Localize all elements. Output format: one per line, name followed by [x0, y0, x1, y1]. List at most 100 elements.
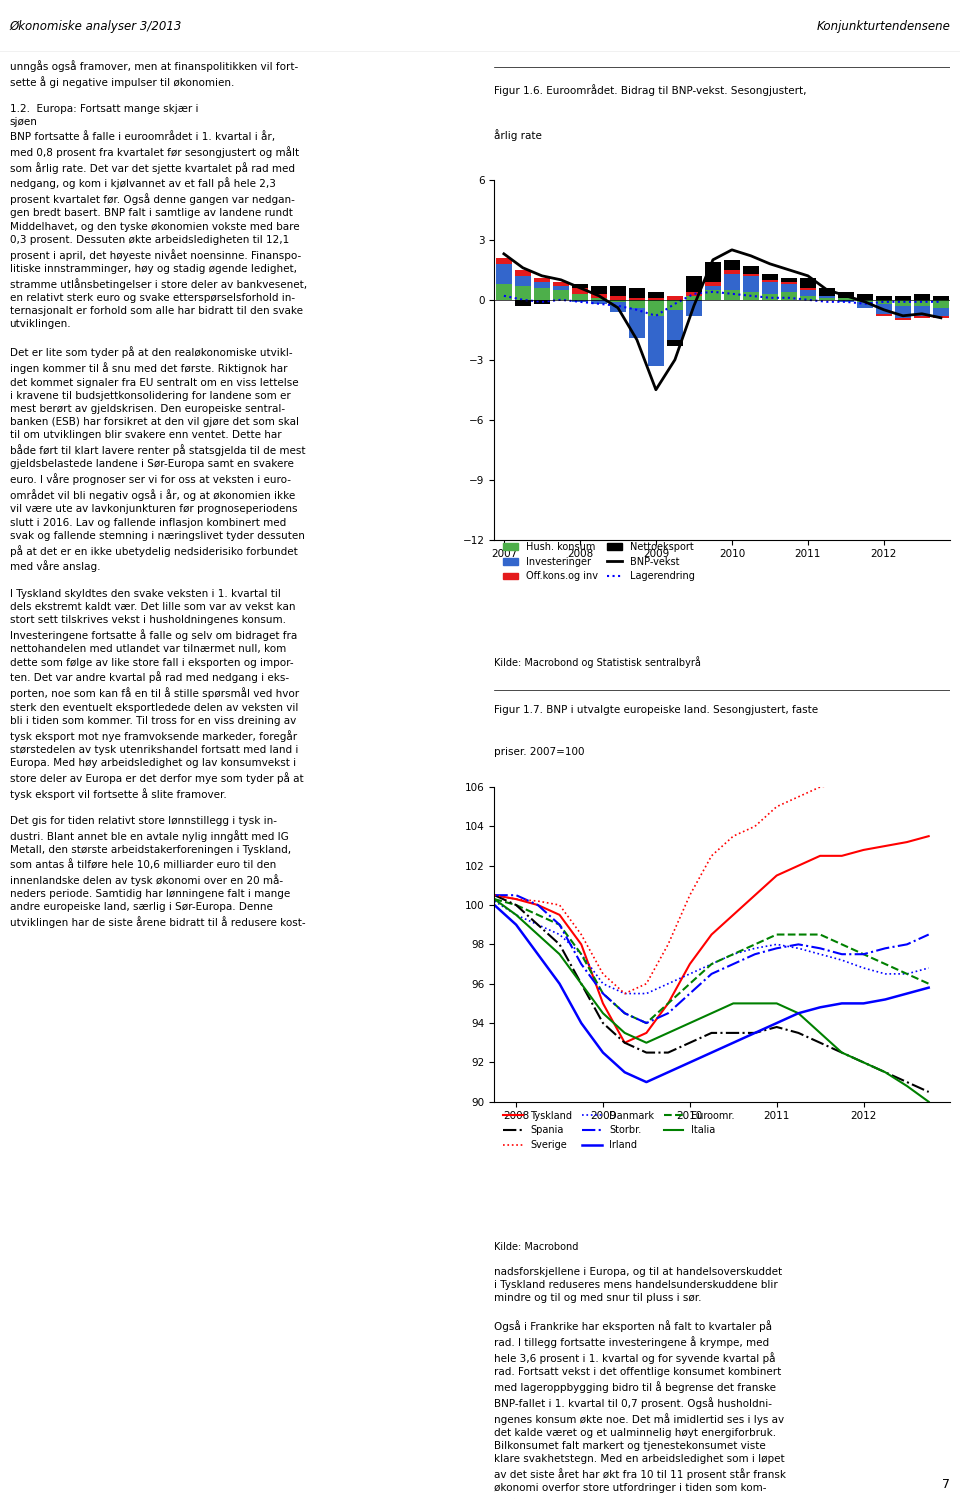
Bar [914, 316, 930, 318]
Bar [724, 259, 740, 270]
Bar [590, 298, 607, 300]
Bar [515, 276, 531, 286]
Bar [743, 274, 759, 276]
Bar [762, 294, 778, 300]
Bar [572, 294, 588, 300]
Bar [724, 274, 740, 289]
Bar [515, 286, 531, 300]
Bar [914, 294, 930, 300]
Bar [667, 300, 683, 310]
Bar [800, 277, 816, 288]
Bar [933, 300, 949, 307]
Bar [572, 300, 588, 301]
Bar [590, 294, 607, 298]
Bar [610, 300, 626, 301]
Bar [629, 307, 645, 337]
Text: Figur 1.7. BNP i utvalgte europeiske land. Sesongjustert, faste: Figur 1.7. BNP i utvalgte europeiske lan… [494, 706, 819, 715]
Text: Figur 1.6. Euroområdet. Bidrag til BNP-vekst. Sesongjustert,: Figur 1.6. Euroområdet. Bidrag til BNP-v… [494, 84, 807, 96]
Bar [743, 292, 759, 300]
Bar [648, 298, 664, 300]
Bar [838, 300, 854, 301]
Legend: Hush. konsum, Investeringer, Off.kons.og inv, Nettoeksport, BNP-vekst, Lagerendr: Hush. konsum, Investeringer, Off.kons.og… [499, 538, 698, 585]
Bar [895, 318, 911, 319]
Bar [819, 295, 835, 298]
Bar [895, 306, 911, 318]
Bar [553, 286, 569, 289]
Bar [515, 300, 531, 306]
Bar [933, 307, 949, 316]
Bar [495, 258, 512, 264]
Text: årlig rate: årlig rate [494, 129, 542, 141]
Bar [705, 282, 721, 286]
Bar [553, 289, 569, 300]
Bar [838, 298, 854, 300]
Bar [495, 283, 512, 300]
Bar [743, 276, 759, 292]
Bar [572, 283, 588, 288]
Bar [705, 262, 721, 282]
Bar [800, 288, 816, 289]
Bar [629, 300, 645, 307]
Bar [838, 292, 854, 298]
Bar [685, 295, 702, 300]
Bar [724, 270, 740, 274]
Text: Konjunkturtendensene: Konjunkturtendensene [817, 19, 950, 33]
Bar [724, 289, 740, 300]
Bar [705, 289, 721, 300]
Bar [857, 301, 873, 307]
Bar [857, 294, 873, 300]
Bar [876, 304, 892, 313]
Bar [857, 300, 873, 301]
Bar [876, 300, 892, 304]
Bar [495, 264, 512, 283]
Bar [780, 283, 797, 292]
Bar [914, 306, 930, 316]
Bar [933, 295, 949, 300]
Bar [648, 292, 664, 298]
Bar [685, 276, 702, 292]
Bar [819, 288, 835, 295]
Bar [800, 289, 816, 295]
Bar [610, 301, 626, 312]
Text: nadsforskjellene i Europa, og til at handelsoverskuddet
i Tyskland reduseres men: nadsforskjellene i Europa, og til at han… [494, 1267, 789, 1499]
Bar [780, 277, 797, 282]
Bar [762, 282, 778, 294]
Text: unngås også framover, men at finanspolitikken vil fort-
sette å gi negative impu: unngås også framover, men at finanspolit… [10, 60, 307, 928]
Bar [553, 282, 569, 286]
Bar [572, 288, 588, 294]
Bar [534, 277, 550, 282]
Bar [534, 288, 550, 300]
Bar [876, 295, 892, 300]
Text: priser. 2007=100: priser. 2007=100 [494, 748, 585, 757]
Bar [648, 316, 664, 366]
Bar [590, 286, 607, 294]
Bar [629, 288, 645, 298]
Text: Økonomiske analyser 3/2013: Økonomiske analyser 3/2013 [10, 19, 182, 33]
Bar [762, 274, 778, 280]
Bar [648, 300, 664, 316]
Bar [780, 282, 797, 283]
Bar [667, 295, 683, 300]
Bar [914, 300, 930, 306]
Bar [515, 270, 531, 276]
Bar [667, 310, 683, 340]
Bar [610, 295, 626, 300]
Text: 7: 7 [943, 1478, 950, 1490]
Bar [895, 295, 911, 300]
Bar [780, 292, 797, 300]
Text: Kilde: Macrobond og Statistisk sentralbyrå: Kilde: Macrobond og Statistisk sentralby… [494, 657, 701, 669]
Bar [667, 340, 683, 346]
Bar [685, 300, 702, 316]
Bar [933, 316, 949, 318]
Legend: Tyskland, Spania, Sverige, Danmark, Storbr., Irland, Euroomr., Italia: Tyskland, Spania, Sverige, Danmark, Stor… [499, 1106, 738, 1154]
Bar [876, 313, 892, 316]
Bar [534, 300, 550, 304]
Bar [610, 286, 626, 295]
Bar [590, 300, 607, 304]
Bar [800, 295, 816, 300]
Bar [762, 280, 778, 282]
Text: Kilde: Macrobond: Kilde: Macrobond [494, 1241, 579, 1252]
Bar [705, 286, 721, 289]
Bar [743, 265, 759, 274]
Bar [895, 300, 911, 306]
